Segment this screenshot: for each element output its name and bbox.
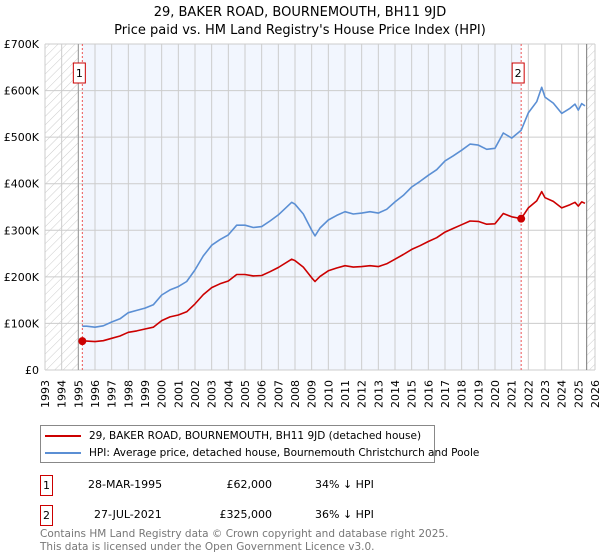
y-tick-label: £200K: [4, 271, 40, 284]
ownership-period-shade: [82, 44, 522, 370]
y-tick-label: £300K: [4, 224, 40, 237]
sale-marker-label: 2: [515, 67, 522, 80]
sale-marker-badge: [511, 62, 525, 84]
transaction-price: £62,000: [226, 478, 273, 491]
transaction-date: 28-MAR-1995: [88, 478, 163, 491]
chart-title: 29, BAKER ROAD, BOURNEMOUTH, BH11 9JD: [154, 5, 447, 20]
price-chart: 29, BAKER ROAD, BOURNEMOUTH, BH11 9JD Pr…: [4, 5, 600, 408]
x-tick-label: 2022: [522, 380, 535, 408]
chart-subtitle: Price paid vs. HM Land Registry's House …: [114, 23, 486, 38]
y-tick-label: £500K: [4, 131, 40, 144]
x-tick-label: 2025: [572, 380, 585, 408]
legend-item-hpi: HPI: Average price, detached house, Bour…: [45, 445, 479, 461]
x-tick-label: 2019: [472, 380, 485, 408]
x-tick-label: 2023: [539, 380, 552, 408]
y-tick-label: £700K: [4, 38, 40, 51]
x-tick-label: 2011: [339, 380, 352, 408]
x-tick-label: 2012: [356, 380, 369, 408]
x-tick-label: 2007: [272, 380, 285, 408]
footer-licence: This data is licensed under the Open Gov…: [40, 541, 375, 553]
transaction-price: £325,000: [219, 508, 273, 521]
x-tick-label: 1994: [56, 380, 69, 408]
x-tick-label: 2014: [389, 380, 402, 408]
y-tick-label: £0: [25, 364, 39, 377]
x-tick-label: 2016: [422, 380, 435, 408]
x-tick-label: 2017: [439, 380, 452, 408]
legend-swatch-blue: [45, 452, 81, 454]
x-tick-label: 2013: [372, 380, 385, 408]
x-tick-label: 2008: [289, 380, 302, 408]
x-tick-label: 2024: [556, 380, 569, 408]
x-tick-label: 2010: [322, 380, 335, 408]
sale-point: [78, 337, 87, 346]
transaction-date: 27-JUL-2021: [94, 508, 162, 521]
x-tick-label: 2020: [489, 380, 502, 408]
footer: Contains HM Land Registry data © Crown c…: [40, 528, 448, 554]
x-tick-label: 2009: [306, 380, 319, 408]
sale-marker-label: 1: [76, 67, 83, 80]
x-tick-label: 1997: [106, 380, 119, 408]
x-tick-label: 2026: [589, 380, 600, 408]
x-tick-label: 2021: [506, 380, 519, 408]
x-tick-label: 2018: [456, 380, 469, 408]
legend-swatch-red: [45, 435, 81, 437]
sale-point: [517, 214, 526, 223]
x-tick-label: 1996: [89, 380, 102, 408]
x-tick-label: 1998: [122, 380, 135, 408]
x-tick-label: 2006: [256, 380, 269, 408]
y-tick-label: £100K: [4, 317, 40, 330]
hatched-region-after: [586, 44, 595, 370]
legend-label: HPI: Average price, detached house, Bour…: [89, 447, 480, 459]
sale-marker-badge: [72, 62, 86, 84]
legend-label: 29, BAKER ROAD, BOURNEMOUTH, BH11 9JD (d…: [89, 430, 422, 442]
x-tick-label: 2015: [406, 380, 419, 408]
x-tick-label: 1993: [39, 380, 52, 408]
x-tick-label: 2000: [156, 380, 169, 408]
y-tick-label: £400K: [4, 178, 40, 191]
legend-item-property: 29, BAKER ROAD, BOURNEMOUTH, BH11 9JD (d…: [45, 428, 421, 444]
transaction-delta: 34% ↓ HPI: [315, 478, 374, 491]
x-tick-label: 2004: [222, 380, 235, 408]
transaction-badge: 2: [40, 505, 53, 526]
legend: 29, BAKER ROAD, BOURNEMOUTH, BH11 9JD (d…: [40, 425, 479, 463]
x-tick-label: 1999: [139, 380, 152, 408]
footer-copyright: Contains HM Land Registry data © Crown c…: [40, 528, 449, 540]
x-tick-label: 1995: [72, 380, 85, 408]
x-tick-label: 2001: [172, 380, 185, 408]
x-tick-label: 2002: [189, 380, 202, 408]
x-tick-label: 2003: [206, 380, 219, 408]
transaction-delta: 36% ↓ HPI: [315, 508, 374, 521]
y-tick-label: £600K: [4, 85, 40, 98]
hpi-line: [82, 86, 586, 328]
transaction-badge: 1: [40, 475, 53, 496]
x-tick-label: 2005: [239, 380, 252, 408]
